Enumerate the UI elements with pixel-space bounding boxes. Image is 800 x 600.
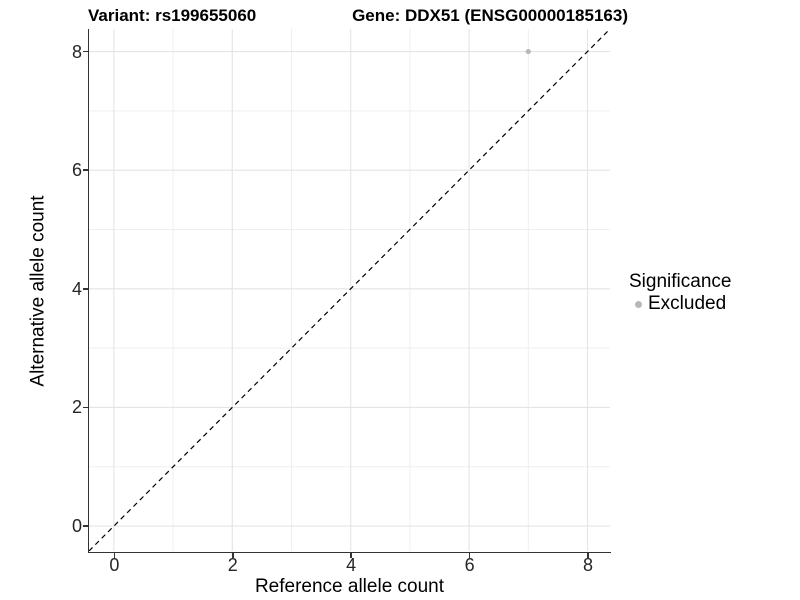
y-tick-mark: [83, 406, 88, 409]
legend-title: Significance: [629, 271, 732, 292]
x-tick-mark: [350, 553, 352, 558]
plot-title: Variant: rs199655060 Gene: DDX51 (ENSG00…: [88, 6, 628, 26]
x-tick-label: 4: [346, 555, 357, 575]
x-tick-mark: [587, 553, 589, 558]
legend-item-label: Excluded: [648, 293, 727, 314]
x-tick-mark: [468, 553, 471, 558]
x-axis-title: Reference allele count: [254, 576, 445, 597]
x-tick-mark: [113, 553, 116, 558]
x-tick-label: 6: [464, 555, 475, 575]
x-tick-label: 0: [109, 555, 120, 575]
plot-title-variant: Variant: rs199655060: [88, 6, 257, 25]
y-tick-mark: [83, 169, 88, 171]
x-tick-label: 8: [582, 555, 593, 575]
y-tick-mark: [83, 288, 88, 290]
x-tick-mark: [232, 553, 234, 558]
y-tick-label: 0: [71, 516, 82, 537]
y-tick-mark: [83, 50, 88, 53]
y-tick-label: 2: [71, 397, 82, 418]
plot-panel: [88, 29, 611, 553]
identity-line: [89, 29, 610, 551]
plot-title-gene: Gene: DDX51 (ENSG00000185163): [352, 6, 628, 25]
y-tick-label: 6: [71, 160, 82, 181]
plot-canvas: [89, 29, 610, 551]
legend-item-excluded: Excluded: [629, 293, 731, 315]
legend-key-point-icon: [635, 300, 642, 308]
y-tick-label: 8: [71, 41, 82, 62]
y-tick-mark: [83, 525, 88, 527]
data-point: [525, 48, 531, 55]
x-tick-label: 2: [227, 555, 238, 575]
y-tick-label: 4: [71, 278, 82, 299]
legend: Significance Excluded: [629, 271, 731, 315]
